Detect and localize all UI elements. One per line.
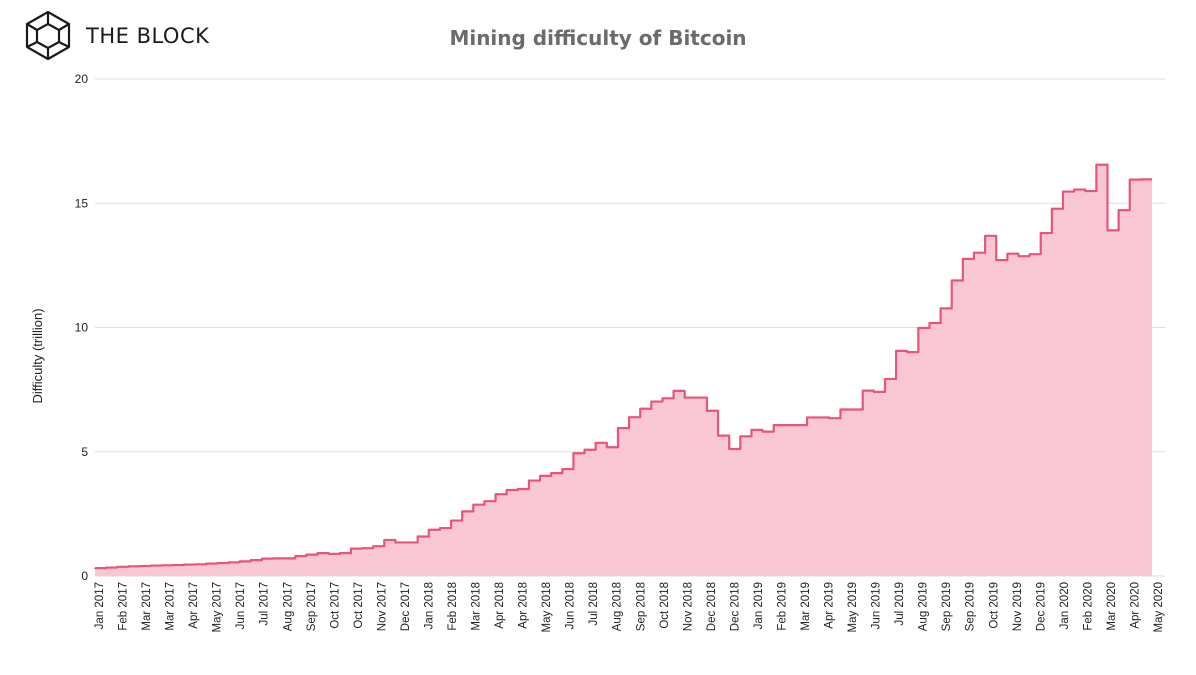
y-tick-labels: 0 5 10 15 20 [75, 72, 89, 583]
x-tick-label-1: Feb 2017 [118, 582, 130, 631]
difficulty-series [93, 163, 1152, 577]
x-tick-label-42: Feb 2020 [1082, 582, 1094, 631]
x-tick-label-33: Jun 2019 [871, 582, 883, 629]
x-tick-label-38: Oct 2019 [988, 582, 1000, 629]
x-tick-label-11: Oct 2017 [353, 582, 365, 629]
x-tick-label-4: Apr 2017 [188, 582, 200, 629]
x-tick-label-43: Mar 2020 [1106, 582, 1118, 631]
x-tick-label-2: Mar 2017 [141, 582, 153, 631]
x-tick-label-23: Sep 2018 [635, 582, 647, 631]
x-tick-label-0: Jan 2017 [94, 582, 106, 629]
x-tick-label-44: Apr 2020 [1130, 582, 1142, 629]
x-tick-label-9: Sep 2017 [306, 582, 318, 631]
x-tick-label-25: Nov 2018 [682, 582, 694, 631]
x-tick-label-8: Aug 2017 [282, 582, 294, 631]
x-tick-label-15: Feb 2018 [447, 582, 459, 631]
x-tick-label-29: Feb 2019 [777, 582, 789, 631]
x-tick-label-5: May 2017 [212, 582, 224, 633]
x-tick-label-10: Oct 2017 [329, 582, 341, 629]
y-tick-label-2: 10 [75, 321, 89, 335]
x-tick-label-13: Dec 2017 [400, 582, 412, 631]
y-axis-label: Difficulty (trillion) [30, 308, 45, 403]
x-tick-label-22: Aug 2018 [612, 582, 624, 631]
brand-logo: THE BLOCK [25, 10, 210, 61]
x-tick-label-12: Nov 2017 [376, 582, 388, 631]
x-tick-label-41: Jan 2020 [1059, 582, 1071, 629]
x-tick-label-7: Jul 2017 [259, 582, 271, 625]
y-tick-label-3: 15 [75, 196, 89, 210]
x-tick-label-45: May 2020 [1153, 582, 1165, 633]
x-tick-label-35: Aug 2019 [918, 582, 930, 631]
x-tick-label-16: Mar 2018 [471, 582, 483, 631]
x-tick-label-17: Apr 2018 [494, 582, 506, 629]
x-tick-label-37: Sep 2019 [965, 582, 977, 631]
y-tick-label-4: 20 [75, 72, 89, 86]
x-tick-label-34: Jul 2019 [894, 582, 906, 625]
x-tick-label-18: Apr 2018 [518, 582, 530, 629]
x-tick-label-39: Nov 2019 [1012, 582, 1024, 631]
cube-logo-icon [25, 10, 71, 61]
x-tick-labels: Jan 2017 Feb 2017 Mar 2017 Mar 2017 Apr 2017… [94, 582, 1165, 633]
difficulty-line [93, 163, 1152, 570]
x-tick-label-24: Oct 2018 [659, 582, 671, 629]
x-tick-label-26: Dec 2018 [706, 582, 718, 631]
y-tick-label-1: 5 [81, 445, 88, 459]
x-tick-label-27: Dec 2018 [729, 582, 741, 631]
x-tick-label-36: Sep 2019 [941, 582, 953, 631]
y-tick-label-0: 0 [81, 569, 88, 583]
x-tick-label-6: Jun 2017 [235, 582, 247, 629]
x-tick-label-3: Mar 2017 [165, 582, 177, 631]
brand-name: THE BLOCK [85, 24, 210, 48]
x-tick-label-28: Jan 2019 [753, 582, 765, 629]
x-tick-label-20: Jun 2018 [565, 582, 577, 629]
difficulty-area [95, 164, 1152, 577]
x-tick-label-30: Mar 2019 [800, 582, 812, 631]
chart-title: Mining difficulty of Bitcoin [449, 26, 746, 50]
x-tick-label-21: Jul 2018 [588, 582, 600, 625]
x-tick-label-32: May 2019 [847, 582, 859, 633]
x-tick-label-14: Jan 2018 [424, 582, 436, 629]
x-tick-label-31: Apr 2019 [824, 582, 836, 629]
x-tick-label-40: Dec 2019 [1035, 582, 1047, 631]
x-tick-label-19: May 2018 [541, 582, 553, 633]
